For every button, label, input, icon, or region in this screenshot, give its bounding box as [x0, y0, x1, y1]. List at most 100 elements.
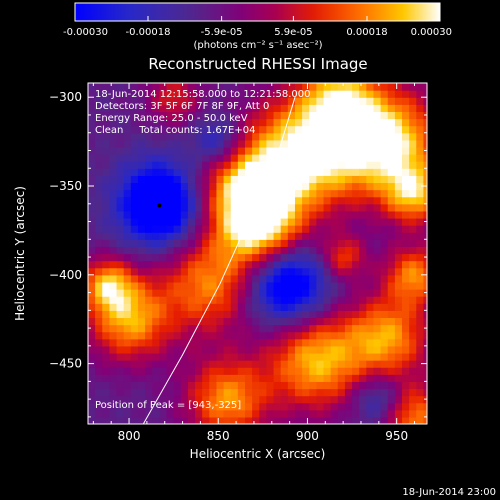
heatmap-cell	[102, 260, 111, 269]
heatmap-cell	[145, 225, 153, 233]
heatmap-cell	[266, 111, 275, 120]
heatmap-cell	[266, 154, 275, 162]
heatmap-cell	[216, 225, 225, 233]
heatmap-cell	[173, 90, 182, 98]
heatmap-cell	[266, 324, 275, 333]
heatmap-cell	[237, 324, 246, 333]
heatmap-cell	[330, 97, 339, 105]
heatmap-cell	[252, 289, 260, 297]
heatmap-cell	[216, 189, 225, 198]
heatmap-cell	[387, 303, 396, 311]
heatmap-cell	[302, 125, 310, 134]
heatmap-cell	[309, 289, 317, 297]
heatmap-cell	[195, 402, 203, 411]
heatmap-cell	[230, 146, 239, 155]
heatmap-cell	[416, 395, 425, 404]
heatmap-cell	[95, 310, 103, 319]
heatmap-cell	[259, 217, 268, 226]
heatmap-cell	[102, 132, 111, 141]
heatmap-cell	[323, 125, 332, 134]
heatmap-cell	[287, 374, 296, 382]
heatmap-cell	[394, 331, 403, 340]
heatmap-cell	[316, 175, 325, 184]
heatmap-cell	[373, 253, 382, 262]
heatmap-cell	[202, 210, 210, 219]
heatmap-cell	[245, 289, 253, 297]
heatmap-cell	[423, 310, 427, 319]
heatmap-cell	[302, 161, 310, 169]
heatmap-cell	[294, 395, 303, 404]
heatmap-cell	[173, 289, 182, 297]
heatmap-cell	[323, 111, 332, 120]
heatmap-cell	[337, 402, 346, 411]
heatmap-cell	[187, 402, 196, 411]
heatmap-cell	[230, 182, 239, 191]
heatmap-cell	[123, 324, 132, 333]
heatmap-cell	[130, 154, 139, 162]
heatmap-cell	[166, 395, 175, 404]
heatmap-cell	[223, 125, 232, 134]
heatmap-cell	[137, 118, 146, 127]
heatmap-cell	[330, 83, 339, 91]
heatmap-cell	[116, 111, 125, 120]
heatmap-cell	[423, 296, 427, 304]
heatmap-cell	[359, 203, 367, 212]
heatmap-cell	[287, 217, 296, 226]
heatmap-cell	[137, 317, 146, 326]
heatmap-cell	[187, 289, 196, 297]
heatmap-cell	[173, 125, 182, 134]
heatmap-cell	[180, 317, 189, 326]
heatmap-cell	[416, 83, 425, 91]
heatmap-cell	[294, 317, 303, 326]
heatmap-cell	[387, 289, 396, 297]
heatmap-cell	[287, 395, 296, 404]
heatmap-cell	[230, 203, 239, 212]
heatmap-cell	[166, 189, 175, 198]
heatmap-cell	[309, 161, 317, 169]
heatmap-cell	[344, 161, 353, 169]
heatmap-cell	[137, 154, 146, 162]
heatmap-cell	[109, 260, 118, 269]
heatmap-cell	[330, 118, 339, 127]
heatmap-cell	[273, 260, 282, 269]
heatmap-cell	[223, 409, 232, 418]
heatmap-cell	[209, 409, 218, 418]
heatmap-cell	[166, 388, 175, 397]
heatmap-cell	[302, 139, 310, 148]
heatmap-cell	[402, 246, 410, 255]
heatmap-cell	[423, 125, 427, 134]
heatmap-cell	[230, 97, 239, 105]
heatmap-cell	[209, 125, 218, 134]
heatmap-cell	[88, 388, 96, 397]
heatmap-cell	[344, 104, 353, 113]
heatmap-cell	[352, 260, 360, 269]
heatmap-cell	[394, 352, 403, 361]
heatmap-cell	[373, 317, 382, 326]
heatmap-cell	[337, 296, 346, 304]
heatmap-cell	[202, 289, 210, 297]
heatmap-cell	[259, 338, 268, 347]
heatmap-cell	[116, 217, 125, 226]
heatmap-cell	[195, 303, 203, 311]
heatmap-cell	[259, 360, 268, 368]
heatmap-cell	[309, 296, 317, 304]
heatmap-cell	[180, 210, 189, 219]
heatmap-cell	[202, 303, 210, 311]
heatmap-cell	[373, 409, 382, 418]
heatmap-cell	[387, 345, 396, 354]
heatmap-cell	[245, 310, 253, 319]
heatmap-cell	[180, 182, 189, 191]
heatmap-cell	[223, 296, 232, 304]
heatmap-cell	[402, 402, 410, 411]
heatmap-cell	[173, 267, 182, 276]
heatmap-cell	[273, 196, 282, 205]
heatmap-cell	[159, 324, 168, 333]
heatmap-cell	[202, 367, 210, 375]
heatmap-cell	[294, 296, 303, 304]
heatmap-cell	[237, 125, 246, 134]
heatmap-cell	[387, 111, 396, 120]
heatmap-cell	[409, 367, 417, 375]
heatmap-cell	[102, 217, 111, 226]
y-tick-label: −400	[49, 268, 82, 282]
heatmap-cell	[202, 161, 210, 169]
